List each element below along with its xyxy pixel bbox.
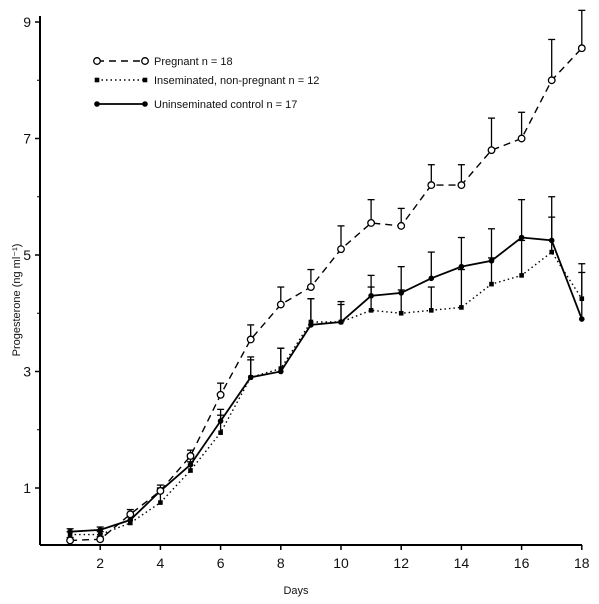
data-point — [306, 283, 315, 291]
x-tick-label: 10 — [333, 555, 349, 571]
data-point — [577, 44, 586, 53]
y-tick-label: 3 — [23, 364, 31, 380]
data-point — [518, 234, 525, 241]
legend-marker — [142, 77, 148, 83]
data-point — [218, 430, 223, 435]
data-point — [97, 532, 103, 537]
legend-entry-pregnant: Pregnant n = 18 — [93, 56, 233, 68]
x-axis-title: Days — [283, 585, 309, 597]
series-layer — [66, 9, 586, 545]
series-pregnant — [66, 9, 586, 545]
data-point — [368, 308, 374, 313]
data-point — [278, 366, 284, 371]
data-point — [547, 76, 556, 85]
legend-label-control: Uninseminated control n = 17 — [154, 99, 297, 111]
data-point — [156, 486, 165, 495]
data-point — [188, 468, 193, 473]
series-line-control — [70, 236, 583, 533]
legend-marker — [94, 77, 100, 83]
data-point — [66, 536, 75, 545]
legend-marker — [142, 101, 148, 107]
series-control — [66, 196, 586, 535]
data-point — [128, 520, 133, 526]
x-tick-label: 16 — [514, 555, 530, 571]
x-tick-label: 2 — [96, 555, 104, 571]
legend-marker — [94, 101, 100, 107]
data-point — [459, 305, 464, 310]
data-point — [397, 221, 406, 230]
legend-entry-control: Uninseminated control n = 17 — [94, 99, 297, 111]
data-point — [96, 535, 105, 544]
data-point — [549, 249, 554, 255]
legend-sample-control — [94, 101, 148, 107]
y-axis-title: Progesterone (ng ml⁻¹) — [11, 244, 23, 357]
data-point — [517, 134, 526, 143]
y-ticks: 1 3 5 7 9 — [23, 14, 40, 496]
data-point — [248, 375, 253, 380]
data-point — [216, 390, 225, 399]
legend-sample-inseminated — [94, 77, 148, 83]
legend-marker — [141, 57, 149, 65]
data-point — [427, 181, 436, 190]
x-ticks: 2 4 6 8 10 12 14 16 18 — [96, 545, 590, 571]
legend-marker — [93, 57, 101, 65]
data-point — [337, 245, 345, 254]
data-point — [579, 316, 585, 322]
x-tick-label: 6 — [217, 555, 225, 571]
legend-label-inseminated: Inseminated, non-pregnant n = 12 — [154, 75, 319, 87]
data-point — [489, 281, 494, 287]
x-tick-label: 8 — [277, 555, 285, 571]
legend-label-pregnant: Pregnant n = 18 — [154, 56, 233, 68]
y-tick-label: 7 — [23, 131, 31, 147]
data-point — [457, 181, 466, 190]
data-point — [158, 500, 163, 505]
x-tick-label: 18 — [574, 555, 590, 571]
series-inseminated — [66, 216, 586, 537]
x-tick-label: 12 — [393, 555, 409, 571]
axes — [39, 16, 582, 546]
y-tick-label: 1 — [23, 480, 31, 496]
data-point — [429, 308, 434, 313]
x-tick-label: 14 — [454, 555, 470, 571]
legend: Pregnant n = 18 Inseminated, non-pregnan… — [93, 56, 319, 111]
data-point — [276, 300, 285, 309]
series-line-pregnant — [70, 47, 583, 542]
series-line-inseminated — [70, 251, 583, 536]
data-point — [186, 452, 195, 460]
y-tick-label: 9 — [23, 14, 31, 30]
data-point — [246, 335, 255, 344]
legend-entry-inseminated: Inseminated, non-pregnant n = 12 — [94, 75, 319, 87]
data-point — [579, 296, 585, 301]
data-point — [458, 263, 465, 270]
data-point — [338, 319, 344, 325]
data-point — [67, 532, 73, 537]
x-tick-label: 4 — [157, 555, 165, 571]
data-point — [519, 273, 524, 278]
data-point — [126, 510, 135, 519]
data-point — [487, 146, 496, 155]
data-point — [428, 275, 435, 282]
data-point — [398, 310, 404, 316]
data-point — [308, 319, 314, 325]
data-point — [367, 219, 376, 227]
y-tick-label: 5 — [23, 247, 31, 263]
legend-sample-pregnant — [93, 57, 149, 65]
